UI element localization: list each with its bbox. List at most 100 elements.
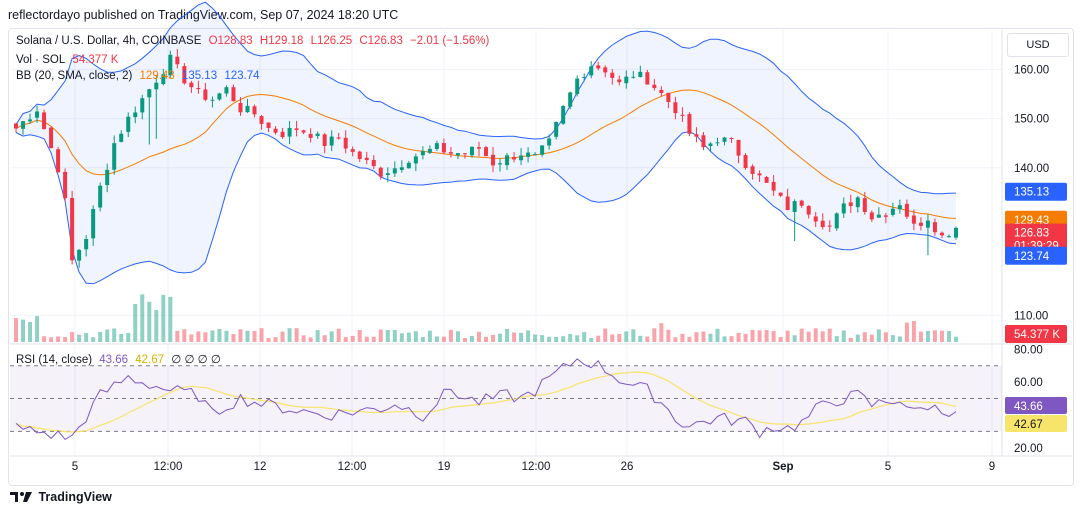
volume-bar (673, 337, 678, 342)
currency-button[interactable]: USD (1007, 33, 1069, 57)
candle-body (610, 72, 615, 78)
candle (785, 188, 790, 211)
volume-bar (491, 334, 496, 342)
candle-body (785, 196, 790, 211)
volume-bar (778, 337, 783, 342)
candle (883, 212, 888, 224)
symbol-legend[interactable]: Solana / U.S. Dollar, 4h, COINBASE O128.… (16, 35, 493, 47)
candle-body (252, 106, 257, 115)
candle (715, 137, 720, 146)
volume-bar (448, 329, 453, 342)
volume-bar (203, 332, 208, 342)
candle (413, 153, 418, 172)
time-tick-label: 9 (989, 461, 995, 473)
volume-bar (582, 332, 587, 342)
candle-body (350, 149, 355, 152)
volume-bar (161, 294, 166, 342)
volume-bar (897, 336, 902, 342)
volume-bar (918, 331, 923, 342)
candle (49, 126, 54, 149)
candle-body (722, 137, 727, 142)
volume-bar (238, 329, 243, 342)
candle (484, 145, 488, 157)
volume-bar (273, 337, 278, 342)
publish-header: reflectordayo published on TradingView.c… (8, 8, 399, 22)
bb-upper-line (15, 1, 957, 195)
candle (645, 69, 650, 85)
candle-body (904, 203, 909, 217)
volume-bar (140, 294, 145, 342)
candle (554, 121, 559, 140)
volume-bar (540, 335, 545, 342)
candle-body (378, 167, 383, 177)
volume-bar (799, 328, 804, 342)
candle (301, 129, 306, 135)
candle-body (813, 216, 818, 222)
candle-body (301, 130, 306, 133)
candle-body (757, 173, 762, 176)
volume-label: Vol · SOL (16, 54, 66, 66)
candle (589, 61, 594, 79)
candle-body (806, 205, 811, 215)
candle-body (666, 92, 671, 102)
rsi-legend[interactable]: RSI (14, close) 43.66 42.67 ∅ ∅ ∅ ∅ (16, 352, 225, 366)
candle (708, 142, 713, 153)
candle-body (140, 98, 145, 113)
volume-bar (813, 328, 818, 342)
volume-bar (722, 336, 727, 342)
candle-body (14, 123, 18, 129)
candle-body (554, 122, 559, 137)
bb-legend[interactable]: BB (20, SMA, close, 2) 129.43 135.13 123… (16, 70, 264, 82)
candle-body (526, 152, 531, 157)
volume-bar (196, 331, 201, 342)
volume-bar (182, 329, 187, 342)
bb-lower-value: 123.74 (224, 70, 260, 82)
tradingview-logo-icon (10, 492, 32, 502)
time-tick-label: 19 (438, 461, 451, 473)
candle-body (603, 67, 608, 73)
volume-bar (701, 331, 706, 342)
candle-body (659, 89, 664, 94)
candle (841, 197, 846, 218)
candle-body (175, 56, 180, 65)
candle (392, 161, 397, 177)
volume-bar (645, 336, 650, 342)
volume-bar (406, 332, 411, 342)
volume-bar (98, 331, 103, 342)
volume-bar (294, 328, 299, 342)
volume-bar (617, 333, 622, 342)
volume-bar (568, 334, 573, 342)
volume-bar (785, 330, 790, 342)
candle (792, 199, 797, 241)
candle (834, 212, 839, 231)
candle (224, 85, 229, 97)
candle (617, 75, 622, 86)
candle (189, 80, 194, 94)
candle-body (91, 209, 96, 239)
volume-bar (519, 332, 524, 342)
volume-bar (350, 335, 355, 342)
tradingview-brand[interactable]: TradingView (10, 490, 112, 504)
chart-frame (8, 28, 1074, 486)
volume-bar (946, 331, 951, 342)
bb-upper-badge-bg (1005, 182, 1067, 201)
volume-bar (533, 334, 538, 342)
candle-body (841, 203, 846, 214)
candle-body (540, 145, 545, 155)
candle-body (701, 135, 706, 148)
candle (161, 68, 166, 86)
candle (154, 74, 159, 139)
volume-legend[interactable]: Vol · SOL 54.377 K (16, 54, 122, 66)
bb-lower-badge-text: 123.74 (1014, 251, 1050, 263)
candle (687, 112, 692, 137)
candle-body (406, 162, 411, 169)
volume-bar (680, 333, 685, 342)
candle-body (561, 106, 566, 124)
candle-body (638, 71, 643, 77)
candle (434, 140, 439, 151)
volume-bar (827, 328, 832, 342)
candle-body (308, 133, 313, 138)
candle (14, 122, 18, 133)
brand-name: TradingView (38, 490, 112, 504)
